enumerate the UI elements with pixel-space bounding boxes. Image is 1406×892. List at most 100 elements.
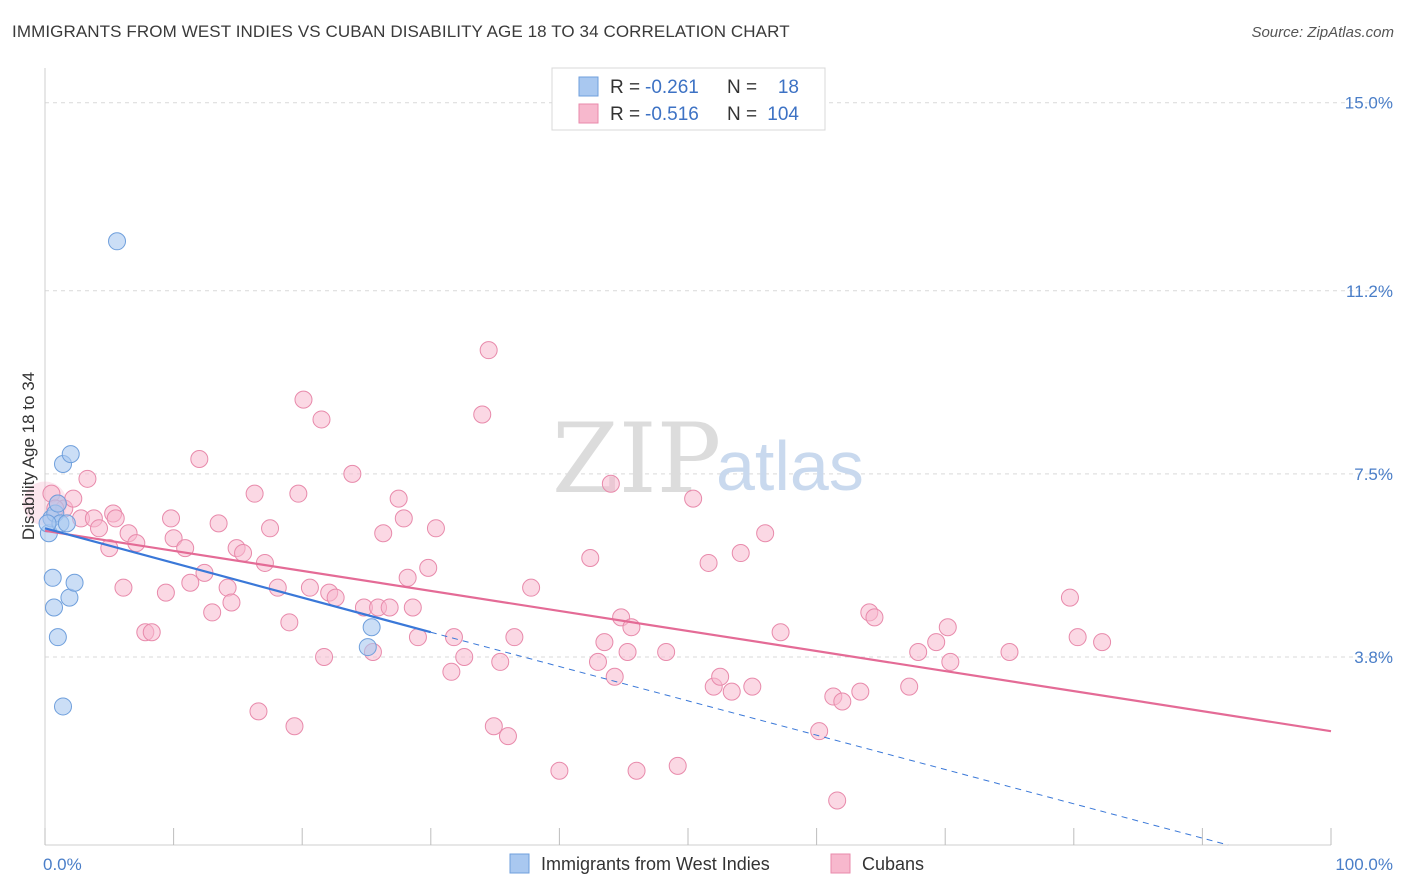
cubans-point bbox=[828, 791, 847, 810]
legend-n-value-2: 104 bbox=[767, 104, 799, 125]
cubans-point bbox=[900, 677, 919, 696]
axes bbox=[44, 68, 1332, 846]
cubans-point bbox=[90, 519, 109, 538]
y-axis-label: Disability Age 18 to 34 bbox=[19, 372, 38, 540]
cubans-point bbox=[484, 717, 503, 736]
cubans-point bbox=[865, 608, 884, 627]
west-indies-point bbox=[48, 494, 67, 513]
cubans-point bbox=[343, 464, 362, 483]
cubans-points bbox=[23, 341, 1112, 810]
cubans-point bbox=[722, 682, 741, 701]
legend-r-value-2: -0.516 bbox=[645, 104, 699, 125]
cubans-point bbox=[522, 578, 541, 597]
legend-r-label-2: R = bbox=[610, 104, 640, 125]
west-indies-point bbox=[43, 568, 62, 587]
west-indies-point bbox=[61, 445, 80, 464]
west-indies-point bbox=[57, 514, 76, 533]
cubans-point bbox=[142, 623, 161, 642]
cubans-point bbox=[699, 553, 718, 572]
west-indies-trend-extension bbox=[430, 631, 1229, 846]
x-tick-label: 100.0% bbox=[1335, 855, 1393, 874]
cubans-point bbox=[315, 647, 334, 666]
cubans-point bbox=[222, 593, 241, 612]
bottom-legend-label-cubans: Cubans bbox=[862, 854, 924, 874]
cubans-point bbox=[505, 628, 524, 647]
cubans-point bbox=[595, 633, 614, 652]
west-indies-point bbox=[362, 618, 381, 637]
cubans-point bbox=[209, 514, 228, 533]
cubans-point bbox=[479, 341, 498, 360]
y-tick-labels: 3.8% 7.5% 11.2% 15.0% bbox=[1345, 94, 1393, 667]
west-indies-point bbox=[48, 628, 67, 647]
cubans-point bbox=[106, 509, 125, 528]
stats-legend: R = -0.261 N = 18 R = -0.516 N = 104 bbox=[551, 67, 826, 131]
trend-lines bbox=[44, 527, 1332, 846]
cubans-point bbox=[114, 578, 133, 597]
cubans-point bbox=[756, 524, 775, 543]
cubans-point bbox=[909, 643, 928, 662]
bottom-legend-label-west-indies: Immigrants from West Indies bbox=[541, 854, 770, 874]
cubans-point bbox=[442, 662, 461, 681]
cubans-point bbox=[203, 603, 222, 622]
west-indies-point bbox=[65, 573, 84, 592]
legend-r-value-1: -0.261 bbox=[645, 77, 699, 98]
cubans-point bbox=[162, 509, 181, 528]
cubans-point bbox=[618, 643, 637, 662]
cubans-point bbox=[684, 489, 703, 508]
cubans-point bbox=[181, 573, 200, 592]
cubans-point bbox=[731, 544, 750, 563]
cubans-point bbox=[498, 727, 517, 746]
west-indies-points bbox=[38, 232, 381, 716]
bottom-legend-swatch-west-indies bbox=[509, 853, 530, 874]
cubans-point bbox=[300, 578, 319, 597]
cubans-point bbox=[473, 405, 492, 424]
source-label: Source: ZipAtlas.com bbox=[1251, 24, 1394, 41]
cubans-point bbox=[588, 652, 607, 671]
cubans-point bbox=[627, 761, 646, 780]
y-tick-label: 15.0% bbox=[1345, 94, 1393, 113]
cubans-point bbox=[249, 702, 268, 721]
y-tick-label: 3.8% bbox=[1354, 648, 1393, 667]
cubans-point bbox=[280, 613, 299, 632]
cubans-point bbox=[234, 544, 253, 563]
legend-n-label-2: N = bbox=[727, 104, 757, 125]
cubans-point bbox=[389, 489, 408, 508]
cubans-point bbox=[938, 618, 957, 637]
cubans-point bbox=[380, 598, 399, 617]
cubans-point bbox=[581, 548, 600, 567]
watermark-atlas: atlas bbox=[716, 427, 864, 505]
cubans-point bbox=[261, 519, 280, 538]
x-tick-labels: 0.0% 100.0% bbox=[43, 855, 1393, 874]
y-tick-label: 11.2% bbox=[1346, 282, 1393, 301]
cubans-point bbox=[312, 410, 331, 429]
cubans-point bbox=[398, 568, 417, 587]
cubans-point bbox=[941, 652, 960, 671]
cubans-point bbox=[771, 623, 790, 642]
cubans-point bbox=[491, 652, 510, 671]
cubans-point bbox=[550, 761, 569, 780]
cubans-point bbox=[833, 692, 852, 711]
cubans-point bbox=[419, 558, 438, 577]
cubans-point bbox=[927, 633, 946, 652]
west-indies-trend-line bbox=[44, 527, 432, 634]
x-tick-label: 0.0% bbox=[43, 855, 82, 874]
cubans-point bbox=[1000, 643, 1019, 662]
cubans-point bbox=[605, 667, 624, 686]
cubans-point bbox=[294, 390, 313, 409]
cubans-point bbox=[285, 717, 304, 736]
cubans-point bbox=[245, 484, 264, 503]
cubans-point bbox=[289, 484, 308, 503]
cubans-point bbox=[711, 667, 730, 686]
chart-title: IMMIGRANTS FROM WEST INDIES VS CUBAN DIS… bbox=[12, 22, 790, 41]
west-indies-point bbox=[358, 638, 377, 657]
legend-n-value-1: 18 bbox=[778, 77, 799, 98]
watermark: ZIP atlas bbox=[552, 403, 864, 515]
cubans-point bbox=[1068, 628, 1087, 647]
legend-swatch-west-indies bbox=[578, 76, 599, 97]
cubans-point bbox=[394, 509, 413, 528]
bottom-legend-swatch-cubans bbox=[830, 853, 851, 874]
cubans-point bbox=[743, 677, 762, 696]
cubans-point bbox=[64, 489, 83, 508]
cubans-point bbox=[164, 529, 183, 548]
